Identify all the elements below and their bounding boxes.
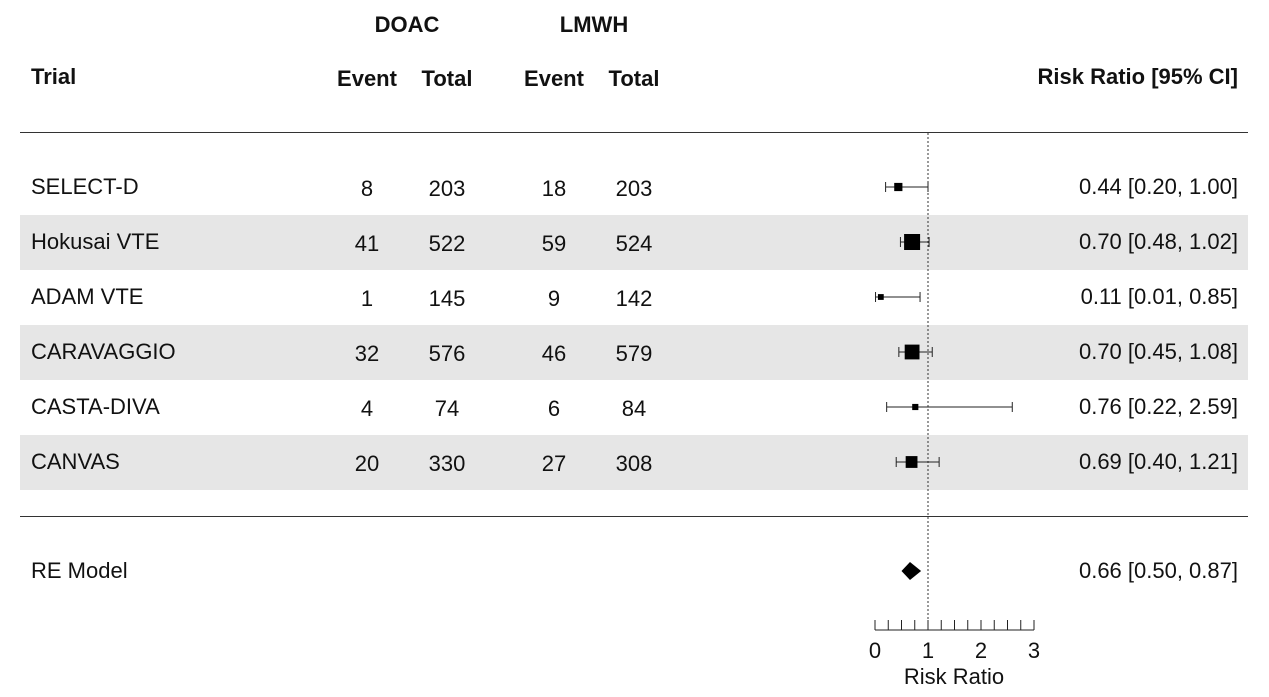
x-tick-label: 3 [1028,638,1040,663]
x-tick-label: 1 [922,638,934,663]
point-estimate-square [912,403,919,411]
group-label-doac: DOAC [374,12,440,37]
lmwh-total: 142 [615,286,653,311]
lmwh-total: 579 [615,341,653,366]
doac-total: 203 [428,176,466,201]
lmwh-event: 9 [547,286,561,311]
doac-total: 145 [428,286,466,311]
trial-name: ADAM VTE [31,284,144,309]
doac-event-header: Event [337,66,397,91]
trial-name: CASTA-DIVA [31,394,160,419]
summary-divider [20,516,1248,517]
lmwh-total: 308 [615,451,653,476]
row-band-canvas [20,435,1248,490]
lmwh-total: 84 [621,396,647,421]
x-tick-label: 0 [869,638,881,663]
lmwh-event: 46 [541,341,567,366]
lmwh-event: 6 [547,396,561,421]
doac-event: 32 [354,341,380,366]
summary-diamond [901,562,922,580]
lmwh-event: 59 [541,231,567,256]
trial-header: Trial [31,64,77,89]
group-label-lmwh: LMWH [559,12,629,37]
trial-name: Hokusai VTE [31,229,160,254]
doac-event: 4 [360,396,374,421]
point-estimate-square [905,456,918,468]
doac-event: 1 [360,286,374,311]
doac-total: 522 [428,231,466,256]
point-estimate-square [904,234,921,250]
point-estimate-square [877,294,884,300]
x-tick-label: 2 [975,638,987,663]
doac-total: 74 [434,396,460,421]
doac-event: 41 [354,231,380,256]
doac-total: 576 [428,341,466,366]
header-divider [20,132,1248,133]
ci-text: 0.70 [0.45, 1.08] [1078,339,1238,364]
trial-name: CANVAS [31,449,120,474]
lmwh-event: 27 [541,451,567,476]
lmwh-total-header: Total [608,66,660,91]
trial-name: CARAVAGGIO [31,339,176,364]
doac-event: 20 [354,451,380,476]
lmwh-total: 524 [615,231,653,256]
x-axis-label: Risk Ratio [903,664,1005,689]
ci-header: Risk Ratio [95% CI] [1037,64,1239,89]
lmwh-total: 203 [615,176,653,201]
point-estimate-square [904,344,920,360]
doac-total: 330 [428,451,466,476]
ci-text: 0.44 [0.20, 1.00] [1078,174,1238,199]
lmwh-event-header: Event [524,66,584,91]
ci-text: 0.76 [0.22, 2.59] [1078,394,1238,419]
summary-ci-text: 0.66 [0.50, 0.87] [1078,558,1238,583]
lmwh-event: 18 [541,176,567,201]
doac-event: 8 [360,176,374,201]
doac-total-header: Total [421,66,473,91]
row-band-hokusai [20,215,1248,270]
trial-name: SELECT-D [31,174,139,199]
summary-label: RE Model [31,558,128,583]
ci-text: 0.70 [0.48, 1.02] [1078,229,1238,254]
ci-text: 0.69 [0.40, 1.21] [1078,449,1238,474]
ci-text: 0.11 [0.01, 0.85] [1080,284,1238,309]
row-band-caravaggio [20,325,1248,380]
point-estimate-square [894,182,903,192]
